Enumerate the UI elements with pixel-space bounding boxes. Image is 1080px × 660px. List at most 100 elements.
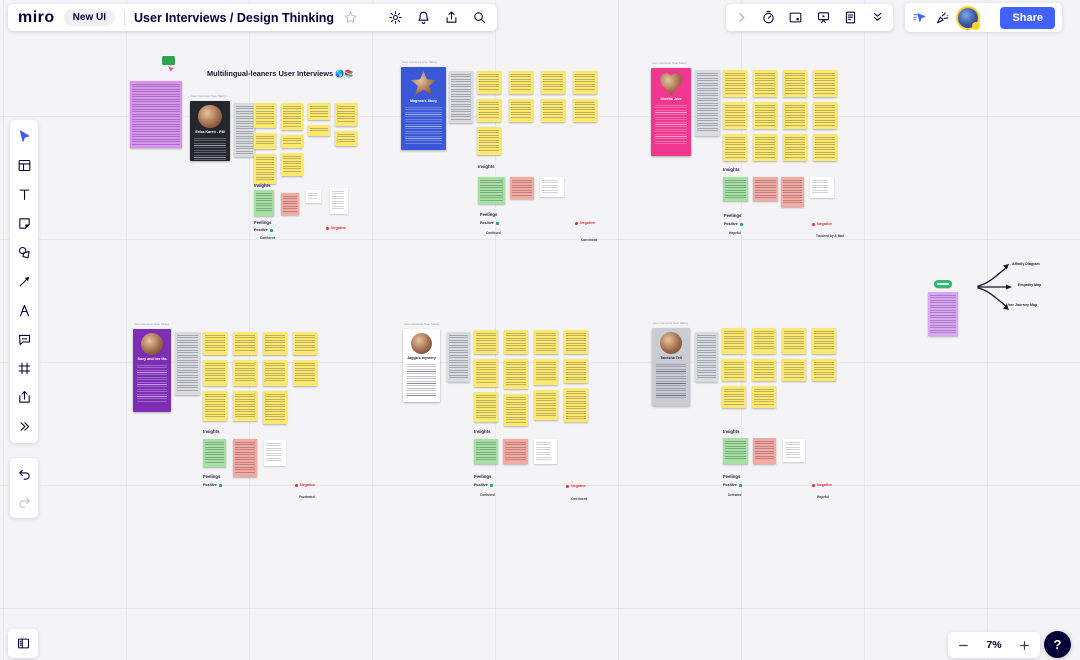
undo-icon[interactable] — [11, 462, 37, 486]
star-icon[interactable] — [343, 10, 358, 25]
sticky-note-yellow[interactable] — [722, 359, 746, 381]
persona-card[interactable]: Suzy and her Ma — [133, 329, 171, 412]
sticky-note-yellow[interactable] — [813, 134, 837, 161]
sticky-note-yellow[interactable] — [263, 360, 287, 386]
collapse-icon[interactable] — [870, 10, 885, 25]
persona-card[interactable]: Jagga's mystery — [403, 329, 440, 402]
sticky-note-red[interactable] — [233, 439, 257, 477]
sticky-note-yellow[interactable] — [203, 332, 227, 355]
text-tool[interactable] — [11, 181, 37, 208]
sticky-note-yellow[interactable] — [813, 102, 837, 129]
chevron-right-icon[interactable] — [734, 10, 749, 25]
negative-label[interactable]: Negative — [812, 483, 832, 487]
feelings-label[interactable]: Feelings — [724, 213, 742, 218]
mood-label[interactable]: Confident — [260, 236, 275, 240]
sticky-note-yellow[interactable] — [335, 103, 357, 126]
sticky-note-yellow[interactable] — [281, 103, 303, 130]
sticky-note-red[interactable] — [510, 177, 534, 199]
sticky-note-gray[interactable] — [447, 332, 470, 382]
sticky-note-yellow[interactable] — [281, 135, 303, 148]
sticky-note-yellow[interactable] — [504, 330, 528, 354]
sticky-note-yellow[interactable] — [723, 102, 747, 129]
frame-label[interactable]: User Interviews Note Taking — [653, 321, 688, 325]
zoom-out-button[interactable] — [957, 639, 970, 652]
workflow-step-label[interactable]: Affinity Diagram — [1012, 262, 1040, 266]
sticky-note-yellow[interactable] — [564, 388, 588, 422]
sticky-note-yellow[interactable] — [474, 392, 498, 422]
insights-label[interactable]: Insights — [254, 183, 271, 188]
comment-tool[interactable] — [11, 326, 37, 353]
sticky-note-green[interactable] — [478, 177, 505, 204]
sticky-note-yellow[interactable] — [509, 99, 533, 122]
mood-label[interactable]: Hopeful — [817, 495, 829, 499]
mood-label[interactable]: Confused — [480, 493, 495, 497]
feelings-label[interactable]: Feelings — [480, 212, 498, 217]
sticky-note-red[interactable] — [753, 177, 778, 201]
sticky-note-yellow[interactable] — [782, 328, 806, 354]
insights-label[interactable]: Insights — [203, 429, 220, 434]
sticky-note-yellow[interactable] — [263, 391, 287, 424]
templates-tool[interactable] — [11, 152, 37, 179]
workflow-step-label[interactable]: User Journey Map — [1006, 303, 1038, 307]
sticky-note-purple[interactable] — [130, 81, 182, 148]
presentation-icon[interactable] — [816, 10, 831, 25]
mood-label[interactable]: Convinced — [571, 497, 588, 501]
sticky-note-white[interactable] — [810, 177, 834, 198]
sticky-note-yellow[interactable] — [308, 103, 330, 120]
sticky-note-green[interactable] — [254, 190, 274, 216]
negative-label[interactable]: Negative — [326, 226, 346, 230]
negative-label[interactable]: Negative — [566, 484, 586, 488]
sticky-note-gray[interactable] — [695, 332, 718, 382]
sticky-note-yellow[interactable] — [233, 360, 257, 386]
positive-label[interactable]: Positive — [254, 228, 273, 232]
mood-label[interactable]: Hopeful — [729, 231, 741, 235]
help-button[interactable]: ? — [1044, 631, 1071, 658]
insights-label[interactable]: Insights — [723, 167, 740, 172]
sticky-note-yellow[interactable] — [263, 332, 287, 355]
more-tools[interactable] — [11, 413, 37, 440]
section-title[interactable]: Multilingual-leaners User Interviews 🌎📚 — [207, 69, 354, 78]
sticky-note-yellow[interactable] — [281, 153, 303, 176]
sticky-note-yellow[interactable] — [534, 390, 558, 420]
sticky-note-yellow[interactable] — [564, 359, 588, 383]
zoom-in-button[interactable] — [1018, 639, 1031, 652]
export-icon[interactable] — [444, 10, 459, 25]
mood-label[interactable]: Frustrated — [299, 495, 315, 499]
sticky-note-yellow[interactable] — [534, 359, 558, 385]
sticky-note-yellow[interactable] — [293, 332, 317, 355]
sticky-note-yellow[interactable] — [752, 359, 776, 381]
sticky-note-yellow[interactable] — [813, 70, 837, 97]
sticky-note-yellow[interactable] — [233, 332, 257, 355]
workflow-step-label[interactable]: Empathy Map — [1018, 283, 1042, 287]
frame-label[interactable]: User Interviews Note Taking — [191, 94, 226, 98]
sticky-note-tool[interactable] — [11, 210, 37, 237]
sticky-note-yellow[interactable] — [504, 394, 528, 426]
positive-label[interactable]: Positive — [723, 483, 742, 487]
sticky-note-yellow[interactable] — [308, 125, 330, 136]
sticky-note-white[interactable] — [330, 188, 348, 214]
notes-icon[interactable] — [843, 10, 858, 25]
sticky-note-yellow[interactable] — [534, 330, 558, 354]
sticky-note-yellow[interactable] — [752, 328, 776, 354]
sticky-note-yellow[interactable] — [753, 134, 777, 161]
sticky-note-white[interactable] — [534, 439, 557, 464]
positive-label[interactable]: Positive — [724, 222, 743, 226]
sticky-note-yellow[interactable] — [504, 359, 528, 389]
frame-label[interactable]: User Interviews Note Taking — [652, 61, 687, 65]
shapes-tool[interactable] — [11, 239, 37, 266]
mood-label[interactable]: Defeated — [728, 493, 742, 497]
sticky-note-yellow[interactable] — [722, 386, 746, 408]
sticky-note-yellow[interactable] — [753, 102, 777, 129]
sticky-note-yellow[interactable] — [783, 102, 807, 129]
sticky-note-yellow[interactable] — [783, 70, 807, 97]
mood-label[interactable]: Touched by & Mad — [816, 234, 845, 238]
sticky-note-white[interactable] — [783, 439, 805, 462]
search-icon[interactable] — [472, 10, 487, 25]
sticky-note-yellow[interactable] — [477, 71, 501, 94]
sticky-note-white[interactable] — [306, 190, 321, 203]
sticky-note-yellow[interactable] — [723, 70, 747, 97]
redo-icon[interactable] — [11, 490, 37, 514]
sticky-note-white[interactable] — [540, 177, 564, 197]
sticky-note-yellow[interactable] — [203, 360, 227, 386]
